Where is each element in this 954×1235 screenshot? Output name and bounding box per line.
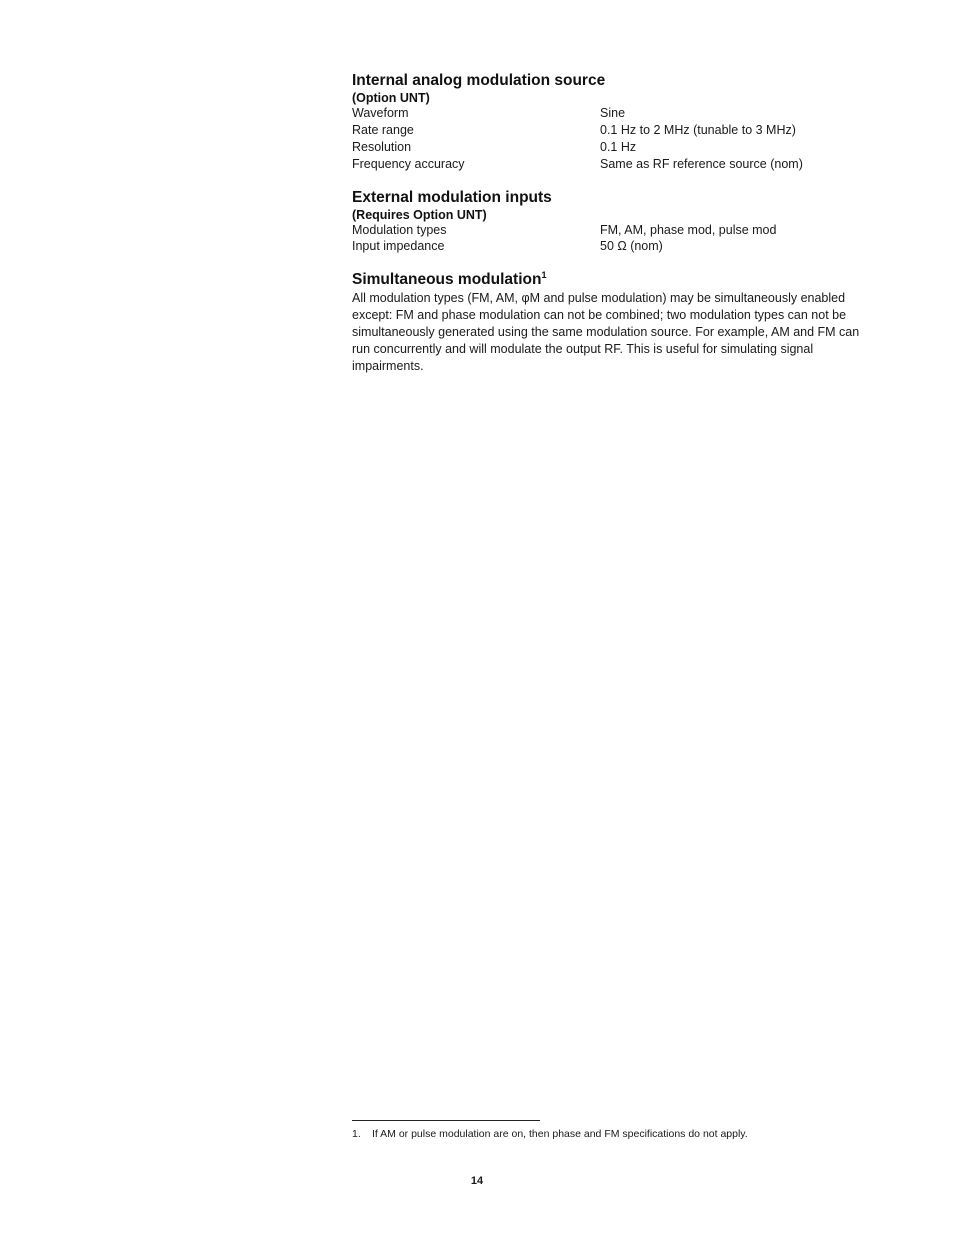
spec-label: Waveform: [352, 105, 600, 122]
section-heading-internal: Internal analog modulation source: [352, 72, 862, 90]
page-number: 14: [0, 1175, 954, 1187]
spec-value: 0.1 Hz to 2 MHz (tunable to 3 MHz): [600, 122, 862, 139]
footnote-area: 1. If AM or pulse modulation are on, the…: [352, 1120, 862, 1142]
spec-row: Modulation types FM, AM, phase mod, puls…: [352, 222, 862, 239]
footnote-text: If AM or pulse modulation are on, then p…: [372, 1128, 748, 1142]
sub-heading-internal: (Option UNT): [352, 91, 862, 105]
body-text-simultaneous: All modulation types (FM, AM, φM and pul…: [352, 290, 862, 374]
section-heading-external: External modulation inputs: [352, 189, 862, 207]
sub-heading-external: (Requires Option UNT): [352, 208, 862, 222]
spec-value: Sine: [600, 105, 862, 122]
spec-label: Rate range: [352, 122, 600, 139]
spec-row: Rate range 0.1 Hz to 2 MHz (tunable to 3…: [352, 122, 862, 139]
spec-value: 50 Ω (nom): [600, 238, 862, 255]
footnote-row: 1. If AM or pulse modulation are on, the…: [352, 1128, 862, 1142]
spec-label: Resolution: [352, 139, 600, 156]
section-external: External modulation inputs (Requires Opt…: [352, 189, 862, 256]
spec-row: Waveform Sine: [352, 105, 862, 122]
section-heading-simultaneous: Simultaneous modulation1: [352, 271, 862, 289]
heading-sup: 1: [541, 270, 546, 280]
spec-row: Resolution 0.1 Hz: [352, 139, 862, 156]
footnote-num: 1.: [352, 1128, 372, 1142]
spec-value: 0.1 Hz: [600, 139, 862, 156]
spec-row: Input impedance 50 Ω (nom): [352, 238, 862, 255]
spec-label: Modulation types: [352, 222, 600, 239]
page-content: Internal analog modulation source (Optio…: [352, 72, 862, 375]
spec-label: Input impedance: [352, 238, 600, 255]
spec-row: Frequency accuracy Same as RF reference …: [352, 156, 862, 173]
spec-value: FM, AM, phase mod, pulse mod: [600, 222, 862, 239]
section-simultaneous: Simultaneous modulation1 All modulation …: [352, 271, 862, 374]
spec-value: Same as RF reference source (nom): [600, 156, 862, 173]
footnote-rule: [352, 1120, 540, 1121]
section-internal: Internal analog modulation source (Optio…: [352, 72, 862, 173]
heading-text: Simultaneous modulation: [352, 271, 541, 288]
spec-label: Frequency accuracy: [352, 156, 600, 173]
